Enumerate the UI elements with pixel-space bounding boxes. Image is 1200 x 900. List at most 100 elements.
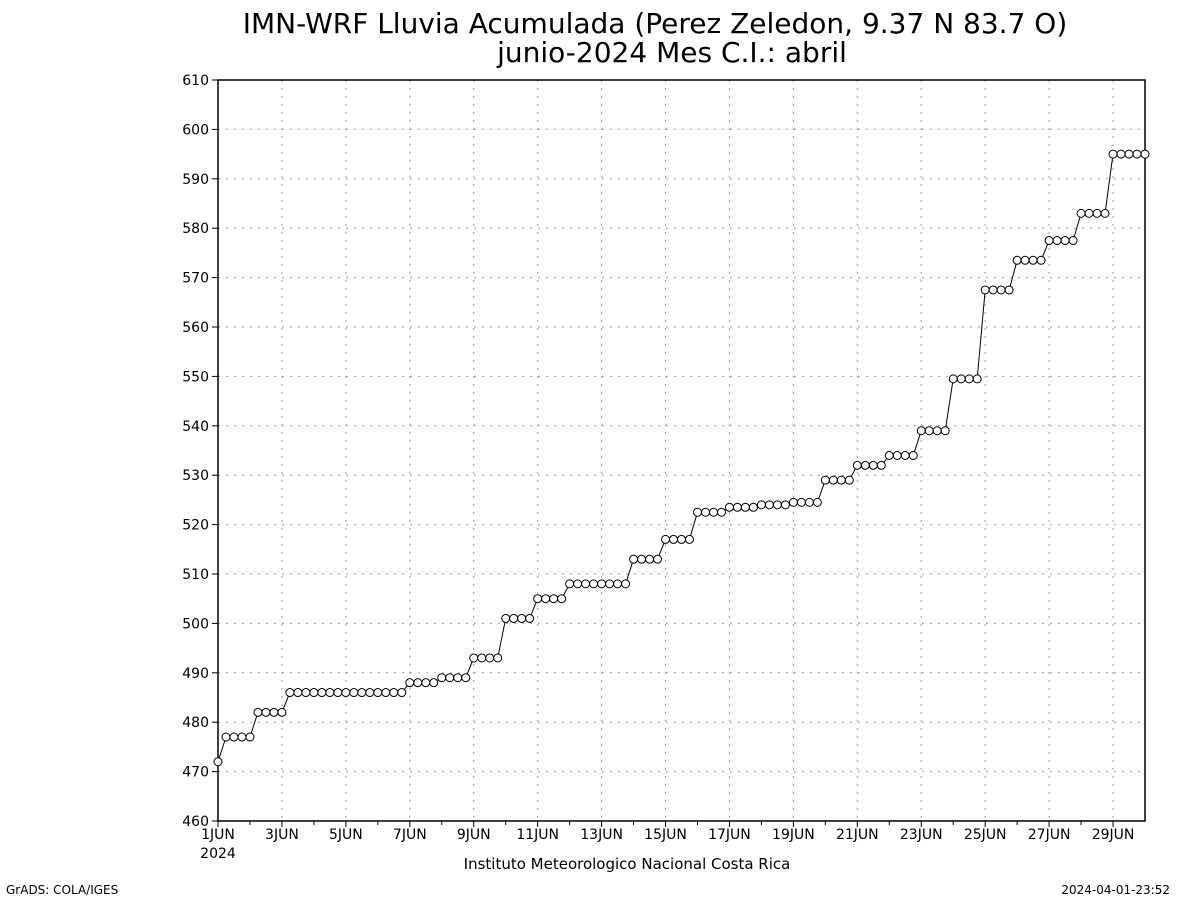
- data-point: [916, 426, 926, 436]
- y-tick-label: 530: [182, 468, 209, 484]
- data-point: [812, 497, 822, 507]
- data-point: [1068, 236, 1078, 246]
- data-point: [1100, 208, 1110, 218]
- data-point: [301, 688, 311, 698]
- x-tick-label: 7JUN: [393, 827, 427, 843]
- x-tick-label: 21JUN: [836, 827, 879, 843]
- y-tick-label: 560: [182, 320, 209, 336]
- data-point: [1028, 255, 1038, 265]
- data-point: [724, 502, 734, 512]
- data-point: [940, 426, 950, 436]
- data-point: [669, 534, 679, 544]
- data-point: [700, 507, 710, 517]
- x-tick-label: 3JUN: [265, 827, 299, 843]
- plot-frame: [217, 79, 1146, 822]
- data-point: [932, 426, 942, 436]
- data-point: [1052, 236, 1062, 246]
- data-point: [341, 688, 351, 698]
- x-tick-label: 11JUN: [516, 827, 559, 843]
- data-point: [581, 579, 591, 589]
- data-point: [796, 497, 806, 507]
- data-point: [788, 497, 798, 507]
- series-line: [217, 153, 1145, 762]
- y-tick-label: 600: [182, 122, 209, 138]
- chart-subtitle: junio-2024 Mes C.I.: abril: [496, 36, 847, 69]
- data-point: [956, 374, 966, 384]
- data-point: [493, 653, 503, 663]
- data-point: [317, 688, 327, 698]
- data-point: [1060, 236, 1070, 246]
- data-point: [405, 678, 415, 688]
- data-point: [1044, 236, 1054, 246]
- y-tick-label: 470: [182, 765, 209, 781]
- x-tick-label: 29JUN: [1092, 827, 1135, 843]
- data-point: [597, 579, 607, 589]
- data-point: [453, 673, 463, 683]
- data-point: [573, 579, 583, 589]
- data-point: [261, 707, 271, 717]
- data-point: [1012, 255, 1022, 265]
- data-point: [804, 497, 814, 507]
- y-tick-label: 580: [182, 221, 209, 237]
- data-point: [844, 475, 854, 485]
- y-tick-label: 590: [182, 172, 209, 188]
- axes: 460 470 480 490 500 510 520 530 540 550 560 570 580 5…: [182, 73, 1146, 843]
- data-point: [732, 502, 742, 512]
- x-tick-label: 9JUN: [457, 827, 491, 843]
- x-tick-label: 13JUN: [580, 827, 623, 843]
- data-point: [349, 688, 359, 698]
- data-point: [373, 688, 383, 698]
- data-point: [477, 653, 487, 663]
- data-point: [980, 285, 990, 295]
- data-point: [277, 707, 287, 717]
- data-point: [988, 285, 998, 295]
- x-tick-label: 23JUN: [900, 827, 943, 843]
- y-tick-label: 540: [182, 419, 209, 435]
- data-point: [541, 594, 551, 604]
- data-point: [1020, 255, 1030, 265]
- data-point: [525, 613, 535, 623]
- data-point: [469, 653, 479, 663]
- chart-title: IMN-WRF Lluvia Acumulada (Perez Zeledon,…: [243, 7, 1068, 40]
- data-point: [237, 732, 247, 742]
- data-point: [908, 450, 918, 460]
- data-point: [533, 594, 543, 604]
- data-point: [972, 374, 982, 384]
- data-point: [772, 500, 782, 510]
- data-point: [964, 374, 974, 384]
- data-point: [948, 374, 958, 384]
- data-point: [780, 500, 790, 510]
- data-point: [429, 678, 439, 688]
- data-point: [1108, 149, 1118, 159]
- data-point: [229, 732, 239, 742]
- data-point: [716, 507, 726, 517]
- data-point: [1092, 208, 1102, 218]
- data-point: [684, 534, 694, 544]
- data-point: [748, 502, 758, 512]
- data-point: [1084, 208, 1094, 218]
- x-tick-label: 5JUN: [329, 827, 363, 843]
- data-point: [868, 460, 878, 470]
- x-tick-label: 1JUN: [201, 827, 235, 843]
- data-point: [756, 500, 766, 510]
- data-point: [996, 285, 1006, 295]
- x-axis-year-label: 2024: [200, 846, 236, 862]
- data-point: [421, 678, 431, 688]
- data-point: [645, 554, 655, 564]
- data-point: [325, 688, 335, 698]
- footer-left-credit: GrADS: COLA/IGES: [6, 883, 118, 897]
- data-point: [397, 688, 407, 698]
- x-tick-label: 15JUN: [644, 827, 687, 843]
- data-point: [509, 613, 519, 623]
- data-point: [884, 450, 894, 460]
- data-point: [549, 594, 559, 604]
- data-point: [285, 688, 295, 698]
- footer-right-timestamp: 2024-04-01-23:52: [1061, 883, 1170, 897]
- data-point: [1036, 255, 1046, 265]
- data-point: [589, 579, 599, 589]
- data-point: [629, 554, 639, 564]
- data-point: [333, 688, 343, 698]
- data-point: [661, 534, 671, 544]
- data-point: [653, 554, 663, 564]
